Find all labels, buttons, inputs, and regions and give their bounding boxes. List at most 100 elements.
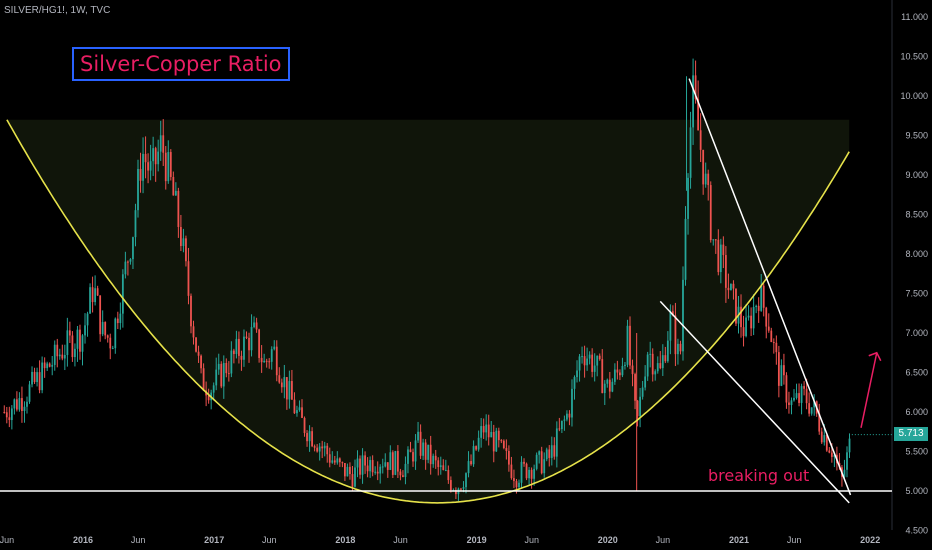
candle-body xyxy=(326,445,329,455)
candle-body xyxy=(101,322,104,335)
candle-body xyxy=(692,75,694,128)
candle-body xyxy=(447,469,450,481)
candle-body xyxy=(356,458,359,468)
y-tick-label: 7.500 xyxy=(905,289,928,299)
candle-body xyxy=(449,480,452,491)
candle-body xyxy=(571,388,573,418)
x-tick-label: Jun xyxy=(131,535,146,545)
cup-shaded-area xyxy=(6,119,850,503)
candle-body xyxy=(71,335,74,358)
candle-body xyxy=(455,490,457,495)
candle-body xyxy=(497,430,500,441)
candle-body xyxy=(762,285,765,308)
candle-body xyxy=(359,458,361,475)
candle-body xyxy=(601,359,604,394)
y-tick-label: 10.500 xyxy=(900,52,928,62)
candle-body xyxy=(659,363,662,369)
candle-body xyxy=(424,442,427,460)
candle-body xyxy=(603,383,606,394)
candle-body xyxy=(757,305,760,311)
candle-body xyxy=(132,237,134,260)
candle-body xyxy=(682,279,684,352)
y-tick-label: 5.500 xyxy=(905,447,928,457)
candle-body xyxy=(480,426,483,438)
candle-body xyxy=(518,482,520,488)
candle-body xyxy=(813,401,816,408)
candle-body xyxy=(343,463,346,477)
candle-body xyxy=(91,287,94,303)
candle-body xyxy=(212,385,215,393)
candle-body xyxy=(346,466,349,477)
candle-body xyxy=(86,313,89,326)
candle-body xyxy=(462,487,465,489)
candle-body xyxy=(535,454,538,469)
candle-body xyxy=(280,382,283,388)
candle-body xyxy=(114,318,117,349)
candle-body xyxy=(217,363,220,370)
candle-body xyxy=(727,287,730,291)
candle-body xyxy=(810,407,813,414)
candle-body xyxy=(568,413,571,418)
candle-body xyxy=(139,168,142,181)
candle-body xyxy=(351,474,354,487)
y-tick-label: 9.000 xyxy=(905,170,928,180)
candle-body xyxy=(127,261,129,263)
candle-body xyxy=(671,311,674,316)
x-tick-label: Jun xyxy=(787,535,802,545)
x-tick-label: 2021 xyxy=(729,535,749,545)
candle-body xyxy=(296,410,298,414)
x-tick-label: Jun xyxy=(0,535,14,545)
candle-body xyxy=(427,444,430,460)
candle-body xyxy=(714,239,717,241)
candle-body xyxy=(331,460,334,463)
breaking-out-annotation: breaking out xyxy=(708,466,810,485)
candle-body xyxy=(273,346,276,350)
candle-body xyxy=(429,444,432,465)
candle-body xyxy=(253,322,255,328)
candle-body xyxy=(689,127,692,178)
candle-body xyxy=(543,459,546,474)
cup-fill-area xyxy=(6,119,850,503)
candle-body xyxy=(293,399,296,414)
candle-body xyxy=(220,363,223,387)
x-axis-ticks: Jun 2016 Jun 2017 Jun 2018 Jun 2019 Jun 2020 Jun 20… xyxy=(0,535,880,545)
candle-body xyxy=(482,426,485,433)
candle-body xyxy=(121,274,124,314)
candle-body xyxy=(674,315,677,355)
candle-body xyxy=(619,372,621,376)
candle-body xyxy=(106,335,109,338)
candle-body xyxy=(545,449,548,460)
candle-body xyxy=(394,451,397,475)
candle-body xyxy=(606,379,609,384)
candle-series xyxy=(3,58,851,502)
chart-title-annotation: Silver-Copper Ratio xyxy=(72,47,290,81)
y-tick-label: 7.000 xyxy=(905,328,928,338)
candle-body xyxy=(783,365,785,376)
candle-body xyxy=(502,440,505,449)
candle-body xyxy=(207,395,210,401)
candle-body xyxy=(793,397,795,401)
candle-body xyxy=(649,353,652,355)
candle-body xyxy=(656,363,659,372)
candle-body xyxy=(548,449,551,458)
candle-body xyxy=(687,177,689,219)
candle-body xyxy=(765,307,768,327)
candle-body xyxy=(5,412,8,418)
candle-body xyxy=(460,488,462,490)
candle-body xyxy=(349,466,351,475)
candle-body xyxy=(323,445,326,449)
candle-body xyxy=(263,360,266,363)
candle-body xyxy=(366,465,369,472)
candle-body xyxy=(755,305,758,308)
candle-body xyxy=(717,239,720,273)
candle-body xyxy=(563,419,566,421)
candle-body xyxy=(265,360,268,362)
candle-body xyxy=(298,407,301,411)
candle-body xyxy=(68,330,71,336)
candle-body xyxy=(152,148,155,162)
candle-body xyxy=(553,445,556,457)
candle-body xyxy=(487,424,490,438)
candle-body xyxy=(629,325,631,366)
candle-body xyxy=(391,452,394,475)
candle-body xyxy=(593,365,596,372)
